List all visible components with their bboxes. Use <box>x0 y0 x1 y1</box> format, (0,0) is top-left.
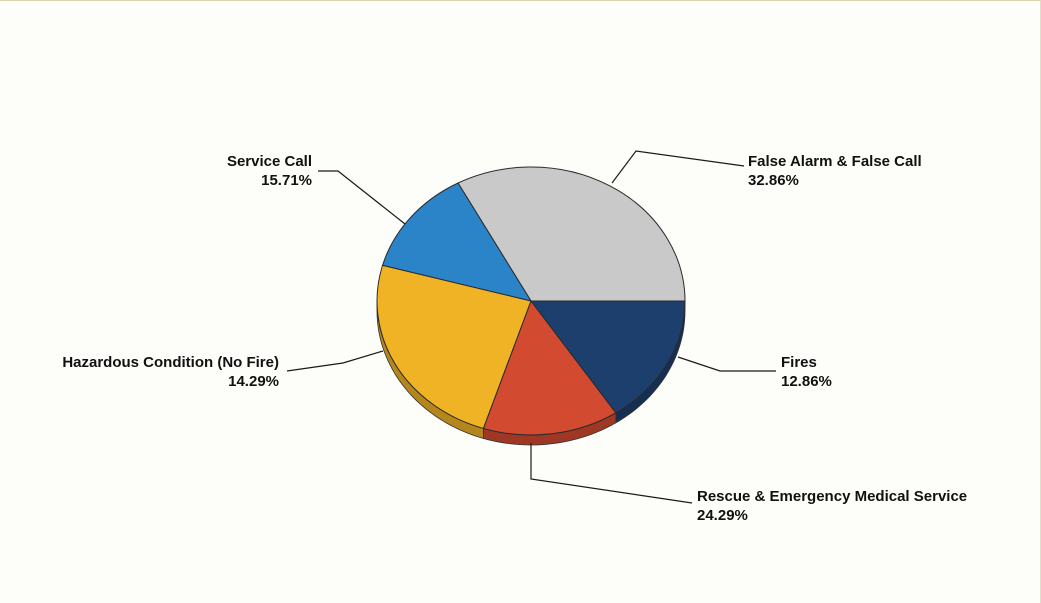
data-label-name: Service Call <box>226 153 312 170</box>
pie-slice-service-call <box>530 300 686 414</box>
pie-slice-rescue-emergency-medical-service <box>376 264 532 429</box>
leader-lines <box>286 150 776 504</box>
data-label-percent: 32.86% <box>748 172 799 189</box>
leader-line-fires <box>677 356 776 372</box>
data-label-name: False Alarm & False Call <box>748 153 922 170</box>
pie-slices <box>376 166 686 436</box>
data-label-hazardous-condition: Hazardous Condition (No Fire) 14.29% <box>62 353 279 391</box>
pie-slice-fires <box>382 182 532 302</box>
leader-line-rescue-emergency-medical-service <box>530 443 693 504</box>
data-label-false-alarm: False Alarm & False Call 32.86% <box>748 152 922 190</box>
data-label-percent: 15.71% <box>261 172 312 189</box>
data-label-percent: 12.86% <box>781 373 832 390</box>
data-label-percent: 14.29% <box>228 373 279 390</box>
data-label-service-call: Service Call 15.71% <box>227 152 312 190</box>
pie-slice-hazardous-condition-no-fire <box>482 300 617 436</box>
data-label-name: Hazardous Condition (No Fire) <box>62 354 279 371</box>
leader-line-service-call <box>318 170 406 225</box>
leader-line-false-alarm-false-call <box>611 150 745 184</box>
leader-line-hazardous-condition-no-fire <box>286 350 384 372</box>
data-label-rescue-ems: Rescue & Emergency Medical Service 24.29… <box>697 487 967 525</box>
data-label-name: Rescue & Emergency Medical Service <box>697 488 968 505</box>
data-label-name: Fires <box>781 354 817 371</box>
pie-slice-false-alarm-false-call <box>457 166 686 302</box>
data-label-percent: 24.29% <box>697 507 748 524</box>
data-label-fires: Fires 12.86% <box>781 353 832 391</box>
